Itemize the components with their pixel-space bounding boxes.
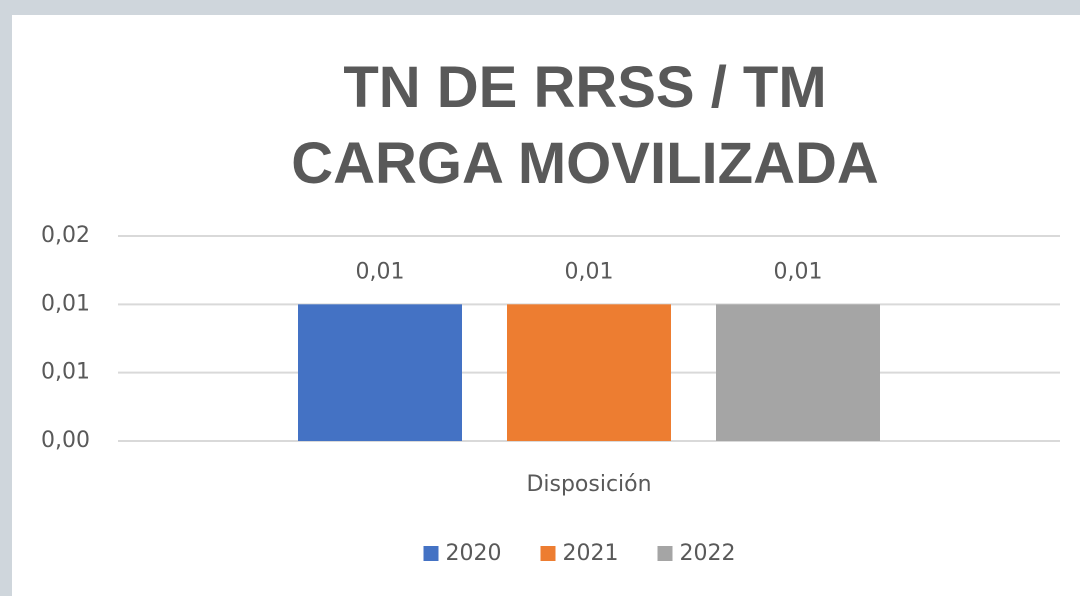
legend-swatch (657, 546, 673, 561)
y-tick-label: 0,02 (41, 223, 90, 248)
legend-swatch (423, 546, 439, 561)
y-tick-label: 0,01 (41, 360, 90, 385)
y-tick-label: 0,00 (41, 428, 90, 453)
legend-swatch (540, 546, 556, 561)
x-tick-label: Disposición (526, 472, 651, 497)
legend-label: 2022 (680, 541, 736, 566)
value-label: 0,01 (774, 259, 823, 284)
legend-label: 2020 (446, 541, 502, 566)
bar (507, 304, 671, 441)
value-label: 0,01 (565, 259, 614, 284)
y-tick-label: 0,01 (41, 291, 90, 316)
legend-label: 2021 (563, 541, 619, 566)
value-label: 0,01 (356, 259, 405, 284)
chart-title: TN DE RRSS / TM CARGA MOVILIZADA (291, 55, 879, 196)
bar (716, 304, 880, 441)
bar (298, 304, 462, 441)
